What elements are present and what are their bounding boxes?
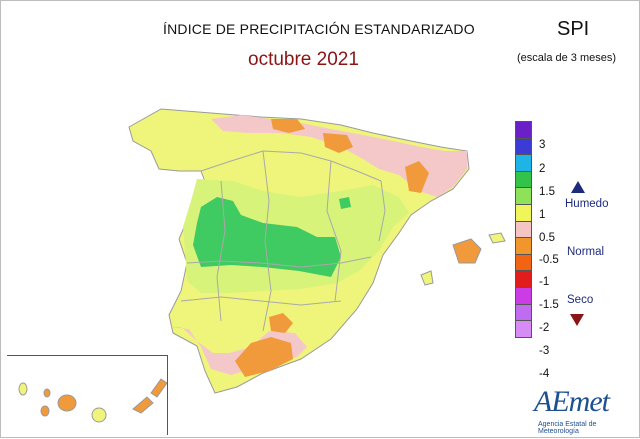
legend-tick: -1 xyxy=(539,276,550,288)
legend-swatch xyxy=(515,320,532,338)
slightly-dry-north xyxy=(211,115,467,197)
wet-spot xyxy=(339,197,351,209)
legend-swatch xyxy=(515,253,532,272)
legend-swatch xyxy=(515,121,532,139)
menorca xyxy=(488,232,506,244)
legend-tick: -3 xyxy=(539,345,550,357)
wet-region xyxy=(193,197,341,277)
dry-north xyxy=(271,119,305,133)
legend-swatch xyxy=(515,286,532,305)
legend-swatch xyxy=(515,154,532,172)
dry-triangle-icon xyxy=(570,314,584,326)
index-label: SPI xyxy=(557,18,590,40)
aemet-logo: AEmet xyxy=(534,385,610,418)
legend-tick: -4 xyxy=(539,368,550,380)
map-title: ÍNDICE DE PRECIPITACIÓN ESTANDARIZADO xyxy=(163,21,475,37)
legend-color-bar xyxy=(515,121,532,338)
legend-swatch xyxy=(515,270,532,288)
legend-tick: 1.5 xyxy=(539,186,555,198)
dry-andalusia xyxy=(235,337,293,377)
mallorca xyxy=(452,238,482,264)
legend-swatch xyxy=(515,170,532,189)
region-boundaries xyxy=(180,150,386,332)
legend-swatch xyxy=(515,237,532,255)
inset-frame-right xyxy=(167,355,168,435)
legend-swatch xyxy=(515,303,532,322)
dry-coast xyxy=(269,313,293,333)
scale-label: (escala de 3 meses) xyxy=(517,52,617,64)
aemet-logo-subtitle: Agencia Estatal de Meteorología xyxy=(538,421,597,435)
legend-tick: -0.5 xyxy=(539,254,559,266)
inset-frame-top xyxy=(7,355,167,356)
legend-category-normal: Normal xyxy=(567,246,605,258)
legend-category-wet: Humedo xyxy=(565,198,609,210)
map-period: octubre 2021 xyxy=(248,49,359,70)
legend-tick: -2 xyxy=(539,322,550,334)
ibiza xyxy=(420,270,434,286)
legend-swatch xyxy=(515,203,532,222)
dry-catalonia xyxy=(405,161,429,193)
legend-tick: -1.5 xyxy=(539,299,559,311)
legend-tick: 0.5 xyxy=(539,232,555,244)
legend-swatch xyxy=(515,220,532,239)
legend-category-dry: Seco xyxy=(567,294,594,306)
dry-navarra xyxy=(323,133,353,153)
legend-swatch xyxy=(515,137,532,156)
legend-swatch xyxy=(515,187,532,205)
wet-triangle-icon xyxy=(571,181,585,193)
legend-tick: 2 xyxy=(539,163,546,175)
legend-tick: 1 xyxy=(539,209,546,221)
canary-islands xyxy=(18,378,168,423)
legend-tick: 3 xyxy=(539,139,546,151)
